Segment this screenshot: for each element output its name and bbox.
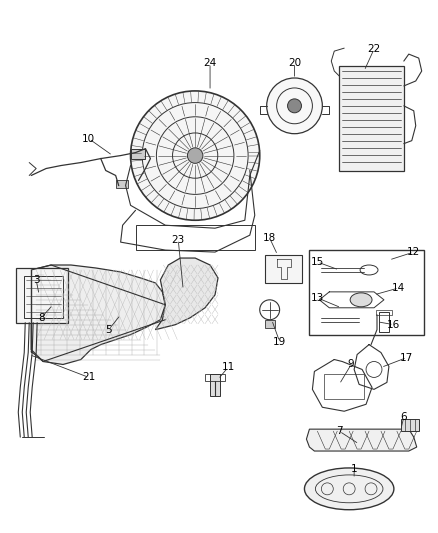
Bar [379, 312, 389, 332]
Polygon shape [16, 268, 68, 322]
Text: 19: 19 [273, 337, 286, 346]
Polygon shape [155, 258, 218, 330]
Bar [265, 320, 275, 328]
Text: 3: 3 [33, 275, 39, 285]
Text: 7: 7 [336, 426, 343, 436]
Bar [376, 310, 392, 315]
Text: 1: 1 [351, 464, 357, 474]
Bar [339, 66, 404, 171]
Text: 15: 15 [311, 257, 324, 267]
Bar [205, 375, 225, 382]
Text: 5: 5 [106, 325, 112, 335]
Text: 10: 10 [82, 134, 95, 144]
Text: 21: 21 [82, 373, 95, 382]
Circle shape [288, 99, 301, 113]
Bar [116, 181, 127, 188]
Text: 12: 12 [407, 247, 420, 257]
Text: 11: 11 [221, 362, 235, 373]
Text: 14: 14 [392, 283, 406, 293]
Text: 13: 13 [311, 293, 324, 303]
Text: 8: 8 [38, 313, 44, 323]
Ellipse shape [350, 293, 372, 307]
Bar [309, 250, 424, 335]
Text: 24: 24 [203, 58, 217, 68]
Polygon shape [31, 265, 165, 365]
Text: 23: 23 [172, 235, 185, 245]
Bar [401, 419, 419, 431]
Text: 16: 16 [387, 320, 400, 330]
Text: 22: 22 [367, 44, 381, 54]
Polygon shape [307, 429, 417, 451]
Circle shape [187, 148, 203, 163]
Bar [265, 255, 303, 283]
Text: 17: 17 [400, 352, 413, 362]
Text: 18: 18 [263, 233, 276, 243]
Bar [131, 149, 145, 158]
Circle shape [267, 78, 322, 134]
Text: 20: 20 [288, 58, 301, 68]
Text: 6: 6 [400, 412, 407, 422]
Circle shape [131, 91, 260, 220]
Bar [135, 225, 255, 250]
Text: 9: 9 [348, 359, 354, 369]
Bar [324, 375, 364, 399]
Bar [210, 375, 220, 397]
Ellipse shape [304, 468, 394, 510]
